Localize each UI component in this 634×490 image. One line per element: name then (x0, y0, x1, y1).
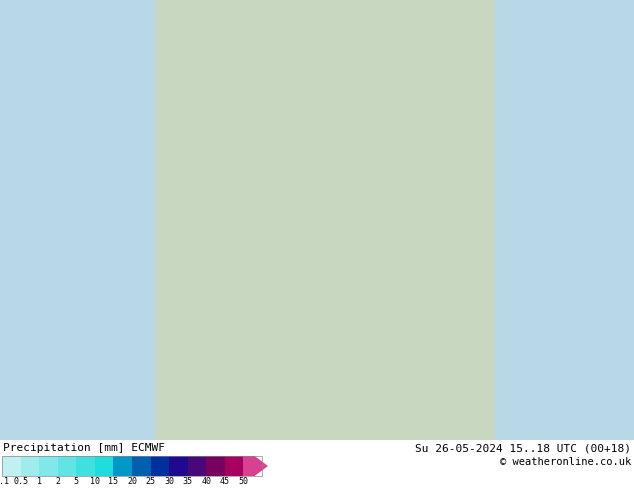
Bar (0, 0, 160, 440)
Text: Su 26-05-2024 15..18 UTC (00+18): Su 26-05-2024 15..18 UTC (00+18) (415, 443, 631, 453)
Text: 10: 10 (90, 477, 100, 486)
Text: 20: 20 (127, 477, 137, 486)
Bar (150, 456, 169, 476)
Bar (58, 456, 76, 476)
Text: 45: 45 (220, 477, 230, 486)
Text: 5: 5 (74, 477, 79, 486)
Bar (155, 0, 495, 440)
Text: 30: 30 (164, 477, 174, 486)
Bar (39, 456, 58, 476)
Text: © weatheronline.co.uk: © weatheronline.co.uk (500, 457, 631, 467)
Bar (132, 456, 150, 476)
Text: 1: 1 (37, 477, 42, 486)
Text: 15: 15 (108, 477, 119, 486)
Bar (2, 456, 262, 476)
Text: 25: 25 (146, 477, 155, 486)
Bar (20, 456, 39, 476)
Bar (225, 456, 243, 476)
Bar (169, 456, 188, 476)
Text: 50: 50 (238, 477, 249, 486)
Text: 2: 2 (55, 477, 60, 486)
Bar (113, 456, 132, 476)
Bar (76, 456, 95, 476)
Bar (95, 456, 113, 476)
Text: Precipitation [mm] ECMWF: Precipitation [mm] ECMWF (3, 443, 165, 453)
Polygon shape (255, 456, 268, 476)
Text: 0.5: 0.5 (13, 477, 28, 486)
Text: 0.1: 0.1 (0, 477, 10, 486)
Bar (206, 456, 225, 476)
Bar (2, 456, 20, 476)
Bar (243, 456, 255, 476)
Text: 35: 35 (183, 477, 193, 486)
Bar (490, 0, 634, 440)
Text: 40: 40 (201, 477, 211, 486)
Bar (188, 456, 206, 476)
